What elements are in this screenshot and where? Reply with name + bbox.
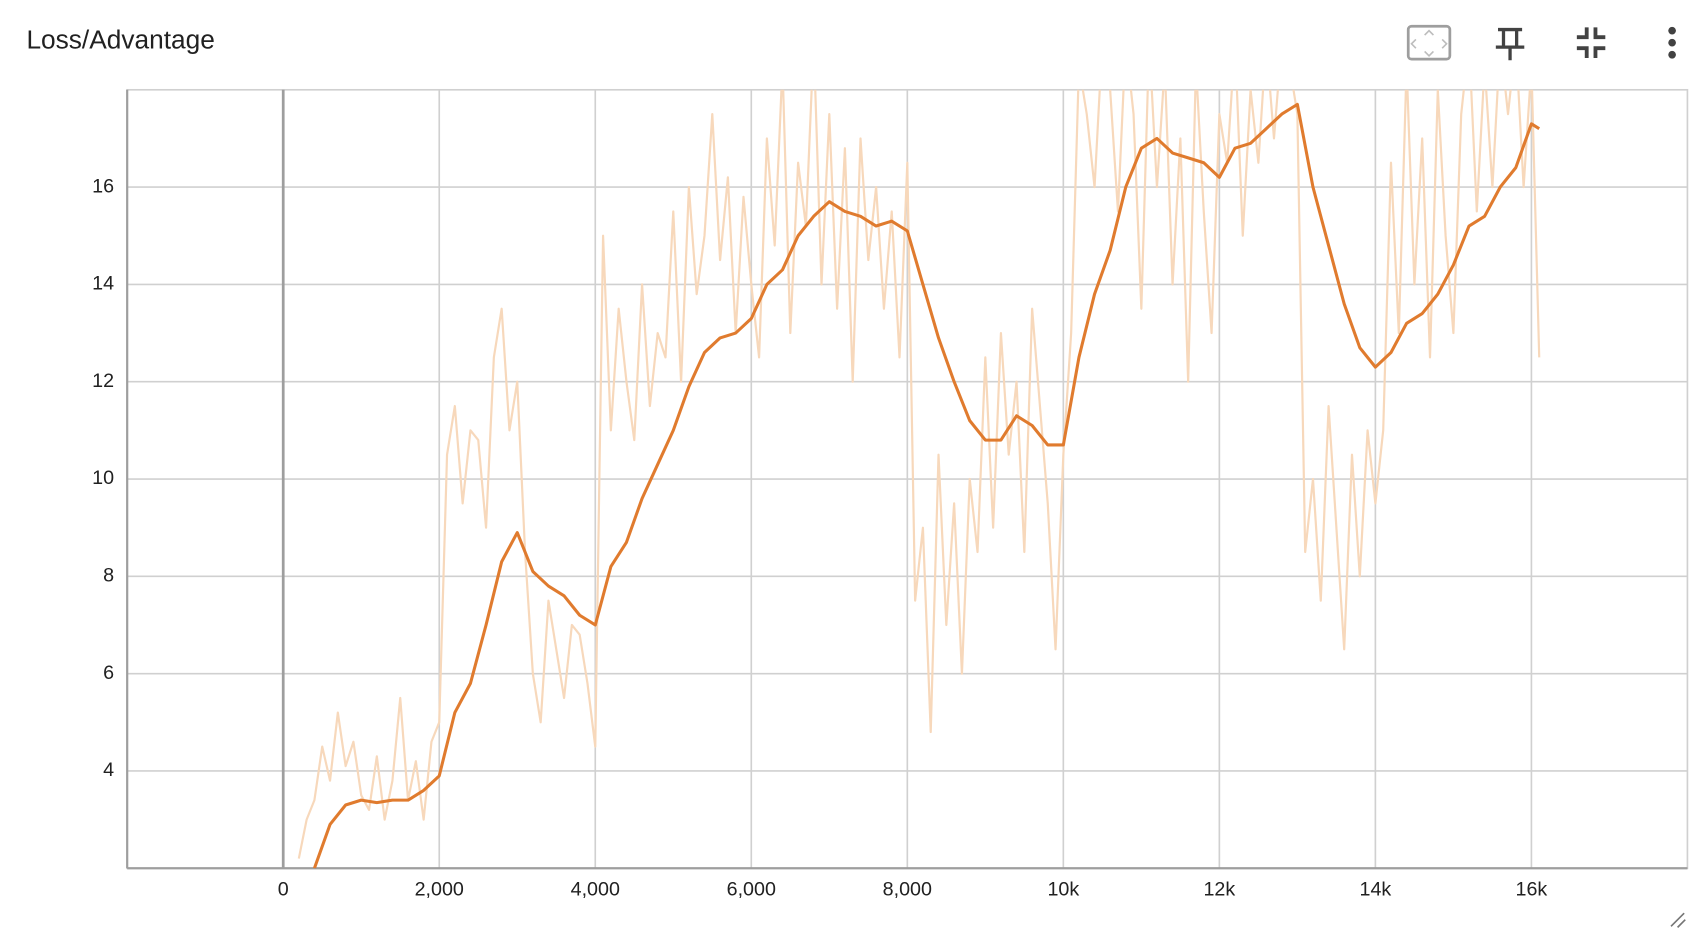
more-button[interactable] bbox=[1668, 26, 1676, 59]
x-tick-label: 0 bbox=[278, 878, 289, 900]
resize-handle[interactable] bbox=[1670, 912, 1686, 928]
y-tick-label: 6 bbox=[103, 662, 114, 684]
plot-area: 4 6 8 10 12 14 16 0 2,000 4,000 6,000 8,000 10k 12k 14… bbox=[92, 88, 1689, 900]
x-tick-label: 14k bbox=[1360, 878, 1392, 900]
fit-domain-button[interactable] bbox=[1406, 24, 1452, 61]
toolbar bbox=[1406, 24, 1676, 61]
x-tick-label: 4,000 bbox=[571, 878, 620, 900]
chart-title: Loss/Advantage bbox=[26, 25, 214, 55]
x-tick-label: 6,000 bbox=[727, 878, 776, 900]
x-tick-label: 2,000 bbox=[415, 878, 464, 900]
series-line bbox=[312, 102, 1541, 869]
y-tick-label: 12 bbox=[92, 370, 114, 392]
collapse-button[interactable] bbox=[1576, 27, 1606, 59]
series-line bbox=[297, 89, 1541, 859]
pin-button[interactable] bbox=[1495, 27, 1525, 61]
x-tick-label: 10k bbox=[1047, 878, 1079, 900]
y-tick-label: 14 bbox=[92, 273, 114, 295]
series-group bbox=[297, 89, 1541, 869]
x-tick-label: 16k bbox=[1516, 878, 1548, 900]
y-tick-label: 4 bbox=[103, 759, 114, 781]
y-tick-label: 16 bbox=[92, 175, 114, 197]
y-tick-label: 10 bbox=[92, 467, 114, 489]
y-tick-label: 8 bbox=[103, 565, 114, 587]
x-tick-label: 8,000 bbox=[883, 878, 932, 900]
x-tick-label: 12k bbox=[1203, 878, 1235, 900]
